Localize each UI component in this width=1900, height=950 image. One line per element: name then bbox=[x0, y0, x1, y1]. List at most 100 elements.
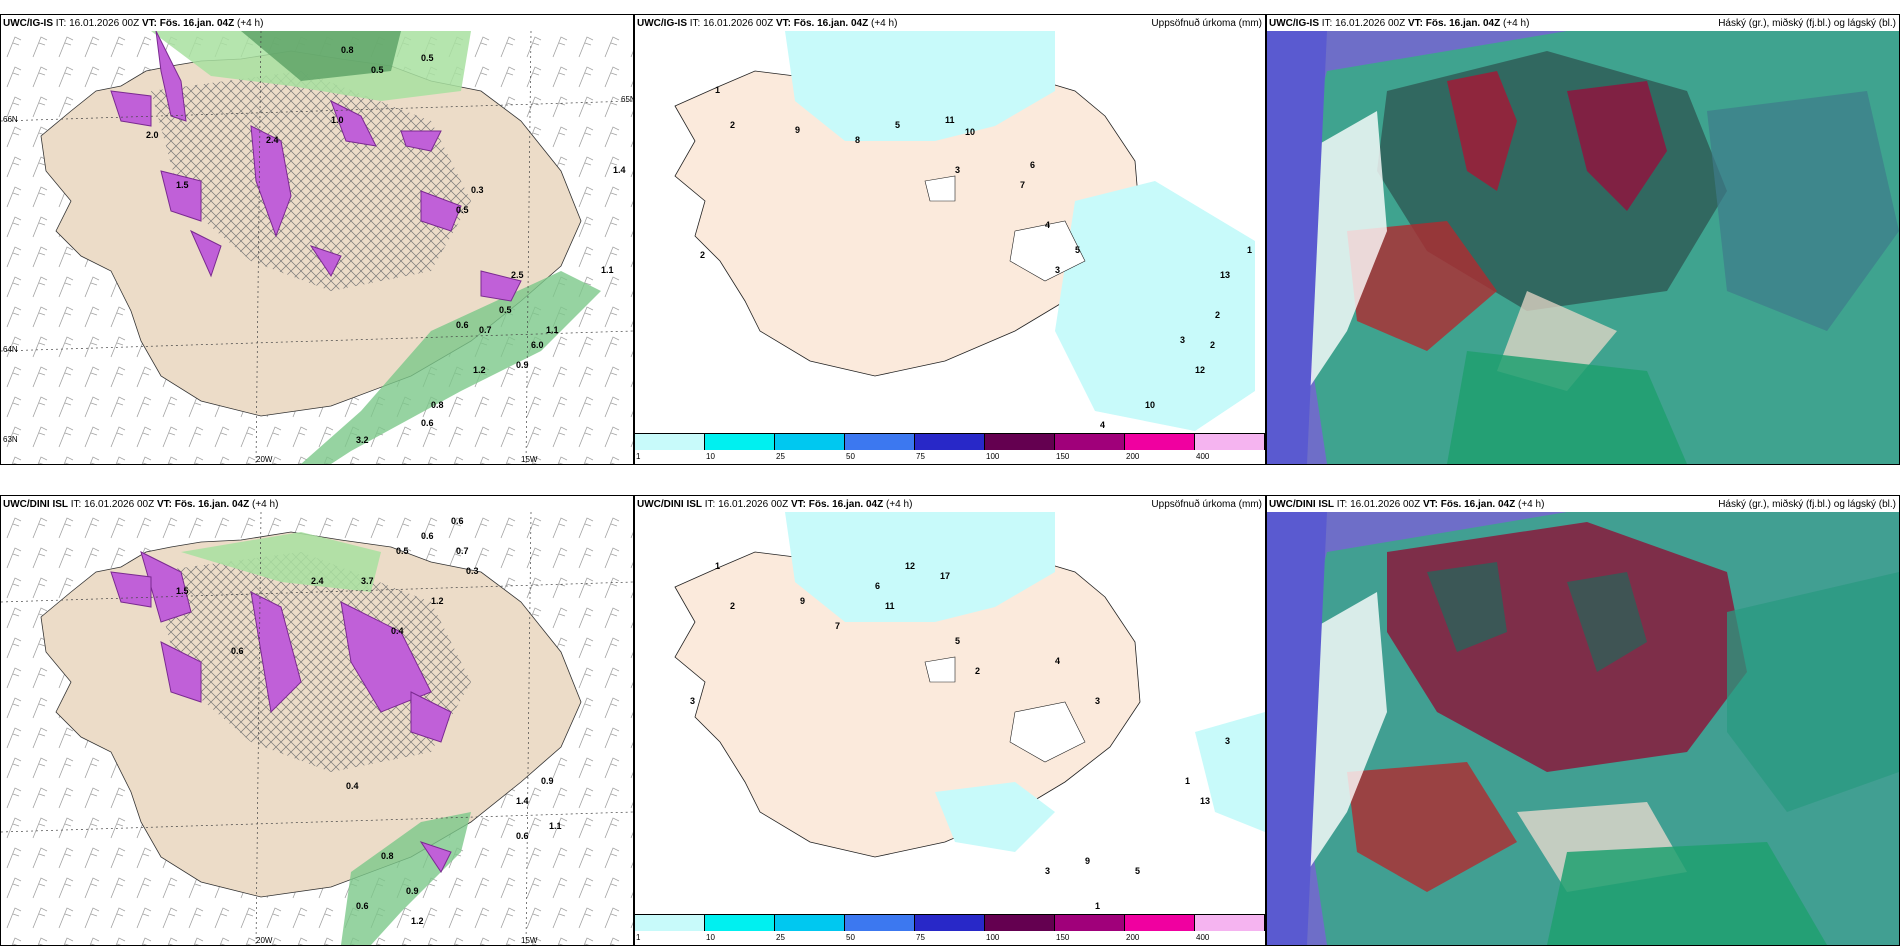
accum-value: 1 bbox=[1247, 245, 1253, 255]
precip-magenta-cells bbox=[110, 31, 522, 302]
legend-swatch bbox=[705, 915, 775, 931]
legend-swatch bbox=[775, 915, 845, 931]
accum-value: 3 bbox=[1225, 736, 1231, 746]
hatch-area bbox=[151, 71, 471, 291]
accum-value: 8 bbox=[855, 135, 861, 145]
legend-tick: 10 bbox=[706, 933, 715, 942]
legend-swatch bbox=[845, 434, 915, 450]
accum-value: 7 bbox=[1020, 180, 1026, 190]
precip-value: 0.6 bbox=[421, 531, 434, 541]
accum-value: 17 bbox=[940, 571, 951, 581]
lon-label-20w: 20W bbox=[256, 455, 273, 464]
precip-value: 6.0 bbox=[531, 340, 544, 350]
lon-label-15w: 15W bbox=[521, 936, 538, 945]
accum-value: 4 bbox=[1045, 220, 1051, 230]
precip-value: 0.6 bbox=[421, 418, 434, 428]
legend-tick: 200 bbox=[1126, 933, 1140, 942]
precip-value: 0.6 bbox=[516, 831, 529, 841]
accum-value: 6 bbox=[1030, 160, 1036, 170]
precip-value: 0.4 bbox=[391, 626, 404, 636]
panel-title: Háský (gr.), miðský (fj.bl.) og lágský (… bbox=[1718, 18, 1896, 29]
legend-tick: 10 bbox=[706, 452, 715, 461]
panel-title: Uppsöfnuð úrkoma (mm) bbox=[1151, 18, 1262, 29]
precip-value: 0.6 bbox=[451, 516, 464, 526]
accum-value: 6 bbox=[875, 581, 881, 591]
panel-header: UWC/IG-IS IT: 16.01.2026 00Z VT: Fös. 16… bbox=[637, 18, 898, 29]
legend-swatch bbox=[1055, 434, 1125, 450]
accum-value: 5 bbox=[955, 636, 961, 646]
legend-tick: 50 bbox=[846, 933, 855, 942]
lat-label: 64N bbox=[3, 345, 18, 354]
accum-value: 5 bbox=[895, 120, 901, 130]
precip-value: 3.7 bbox=[361, 576, 374, 586]
precip-value: 1.2 bbox=[431, 596, 444, 606]
panel-bot-mid-accum-precip: UWC/DINI ISL IT: 16.01.2026 00Z VT: Fös.… bbox=[634, 495, 1266, 946]
accum-value: 13 bbox=[1220, 270, 1231, 280]
accum-value: 10 bbox=[965, 127, 976, 137]
legend-tick: 25 bbox=[776, 933, 785, 942]
precip-value: 0.4 bbox=[346, 781, 359, 791]
panel-header: UWC/DINI ISL IT: 16.01.2026 00Z VT: Fös.… bbox=[637, 499, 913, 510]
lat-label: 66N bbox=[3, 115, 18, 124]
legend-swatch bbox=[915, 434, 985, 450]
precip-value: 0.7 bbox=[456, 546, 469, 556]
accum-value: 3 bbox=[1095, 696, 1101, 706]
panel-title: Háský (gr.), miðský (fj.bl.) og lágský (… bbox=[1718, 499, 1896, 510]
precip-green-south bbox=[301, 271, 601, 464]
panel-top-left-wind-precip: UWC/IG-IS IT: 16.01.2026 00Z VT: Fös. 16… bbox=[0, 14, 634, 465]
accum-value: 12 bbox=[905, 561, 916, 571]
accum-value: 9 bbox=[795, 125, 801, 135]
legend-tick: 150 bbox=[1056, 933, 1070, 942]
precip-value: 0.7 bbox=[479, 325, 492, 335]
accum-value: 7 bbox=[835, 621, 841, 631]
accum-value: 9 bbox=[800, 596, 806, 606]
precip-value: 0.9 bbox=[406, 886, 419, 896]
precip-cyan-north bbox=[785, 31, 1055, 141]
precip-value: 0.8 bbox=[381, 851, 394, 861]
precip-value: 1.2 bbox=[473, 365, 486, 375]
legend-tick: 1 bbox=[636, 933, 641, 942]
accum-value: 2 bbox=[730, 120, 736, 130]
accum-value: 5 bbox=[1135, 866, 1141, 876]
precip-value: 0.6 bbox=[356, 901, 369, 911]
accum-value: 11 bbox=[885, 601, 895, 611]
precip-value: 1.2 bbox=[411, 916, 424, 926]
legend-tick: 1 bbox=[636, 452, 641, 461]
legend-swatch bbox=[915, 915, 985, 931]
legend-swatch bbox=[1195, 915, 1265, 931]
legend-swatch bbox=[1055, 915, 1125, 931]
lat-label: 63N bbox=[3, 435, 18, 444]
legend-swatch bbox=[985, 434, 1055, 450]
legend-swatch bbox=[705, 434, 775, 450]
cloud-cover-map bbox=[1267, 31, 1899, 464]
accum-value: 2 bbox=[975, 666, 981, 676]
accum-value: 3 bbox=[1055, 265, 1061, 275]
accum-value: 1 bbox=[715, 85, 721, 95]
panel-header: UWC/DINI ISL IT: 16.01.2026 00Z VT: Fös.… bbox=[3, 499, 279, 510]
precip-value: 0.5 bbox=[396, 546, 409, 556]
precip-value: 0.5 bbox=[456, 205, 469, 215]
precip-value: 1.1 bbox=[601, 265, 614, 275]
legend-swatch bbox=[775, 434, 845, 450]
precip-value: 0.9 bbox=[516, 360, 529, 370]
accum-value: 5 bbox=[1075, 245, 1081, 255]
precip-magenta-cells bbox=[110, 551, 452, 873]
accum-value: 3 bbox=[1045, 866, 1051, 876]
precip-value: 0.5 bbox=[371, 65, 384, 75]
legend-tick: 100 bbox=[986, 933, 1000, 942]
precip-value: 0.9 bbox=[541, 776, 554, 786]
accum-value: 9 bbox=[1085, 856, 1091, 866]
accum-precip-map bbox=[635, 31, 1265, 446]
legend-swatch bbox=[1125, 434, 1195, 450]
precip-cyan-east bbox=[1055, 181, 1255, 431]
panel-title: Uppsöfnuð úrkoma (mm) bbox=[1151, 499, 1262, 510]
panel-header: UWC/IG-IS IT: 16.01.2026 00Z VT: Fös. 16… bbox=[1269, 18, 1530, 29]
lon-label-20w: 20W bbox=[256, 936, 273, 945]
accum-value: 2 bbox=[1215, 310, 1221, 320]
precip-value: 0.6 bbox=[231, 646, 244, 656]
precip-value: 0.8 bbox=[341, 45, 354, 55]
precip-value: 2.4 bbox=[266, 135, 279, 145]
precip-green-dark bbox=[241, 31, 401, 81]
panel-top-right-clouds: UWC/IG-IS IT: 16.01.2026 00Z VT: Fös. 16… bbox=[1266, 14, 1900, 465]
accum-value: 11 bbox=[945, 115, 955, 125]
